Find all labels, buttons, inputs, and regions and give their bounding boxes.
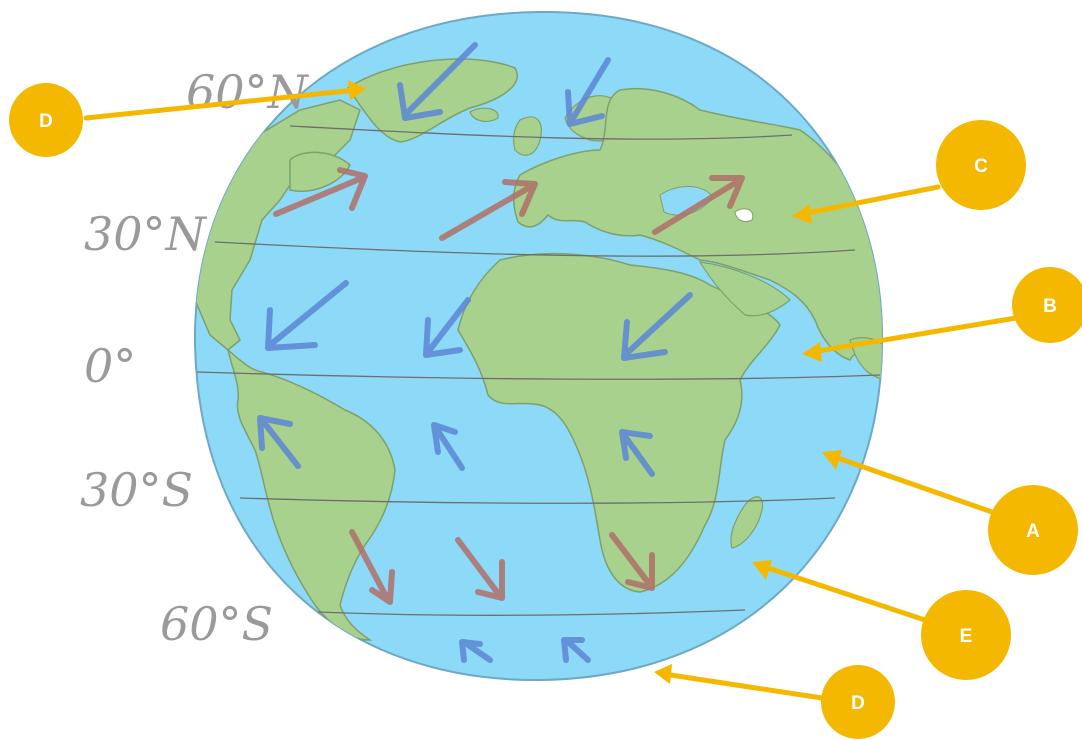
badge-e[interactable]: E (921, 590, 1011, 680)
madagascar-land (730, 496, 764, 549)
pointer-c (792, 184, 941, 224)
british-isles-land (513, 116, 542, 156)
iceland-land (469, 107, 499, 122)
southeast-asia-land (849, 337, 883, 381)
badge-b-letter: B (1043, 296, 1057, 317)
africa-land (457, 252, 781, 593)
pointer-b (802, 315, 1019, 362)
easterly-arrow-tropics-3 (621, 292, 693, 361)
westerly-arrow-south-3 (609, 532, 655, 591)
westerly-arrow-south-2 (455, 537, 505, 601)
westerly-arrow-north-1 (273, 167, 368, 217)
easterly-arrow-south-3 (619, 429, 655, 477)
label-0: 0° (84, 339, 136, 393)
pointer-a (822, 450, 995, 515)
label-30s: 30°S (80, 463, 193, 517)
label-60n: 60°N (186, 65, 310, 119)
gridline-0 (196, 371, 881, 380)
pointer-d-bottom (654, 664, 825, 701)
gridline-60n (289, 125, 793, 140)
easterly-arrow-60n-east (565, 57, 611, 127)
westerly-arrow-north-2 (439, 179, 538, 241)
callout-badges: D C B A E D (9, 83, 1082, 739)
badge-a-letter: A (1026, 521, 1040, 542)
easterly-arrow-60n-west (397, 42, 478, 121)
badge-c[interactable]: C (936, 120, 1026, 210)
badge-d-top[interactable]: D (9, 83, 83, 157)
easterly-arrow-polar-1 (459, 639, 493, 663)
arabia-land (698, 261, 791, 317)
inland-lake (734, 208, 754, 223)
easterly-arrow-south-2 (431, 422, 465, 471)
gridline-60s (317, 609, 746, 616)
label-30n: 30°N (84, 207, 208, 261)
gridline-30n (214, 241, 856, 257)
callout-pointers (83, 80, 1019, 701)
badge-d-bottom-letter: D (851, 693, 865, 714)
badge-e-letter: E (960, 626, 973, 647)
badge-b[interactable]: B (1012, 267, 1082, 343)
latitude-gridlines (196, 125, 881, 616)
greenland-land (346, 58, 518, 143)
easterly-arrow-tropics-2 (423, 297, 471, 358)
badge-d-bottom[interactable]: D (821, 665, 895, 739)
latitude-labels: 60°N 30°N 0° 30°S 60°S (80, 65, 310, 651)
gridline-30s (239, 497, 836, 504)
easterly-arrow-polar-2 (561, 637, 591, 663)
pointer-d-top (83, 80, 366, 121)
easterly-arrow-tropics-1 (265, 280, 349, 351)
pointer-e (752, 560, 928, 623)
badge-a[interactable]: A (988, 485, 1078, 575)
arctic-island-land (289, 151, 351, 192)
easterly-arrow-south-1 (257, 415, 301, 469)
westerly-wind-arrows (273, 167, 745, 605)
easterly-wind-arrows (257, 42, 693, 663)
badge-c-letter: C (974, 156, 988, 177)
label-60s: 60°S (160, 597, 273, 651)
badge-d-top-letter: D (39, 111, 53, 132)
westerly-arrow-north-3 (652, 175, 745, 235)
westerly-arrow-south-1 (349, 529, 395, 605)
